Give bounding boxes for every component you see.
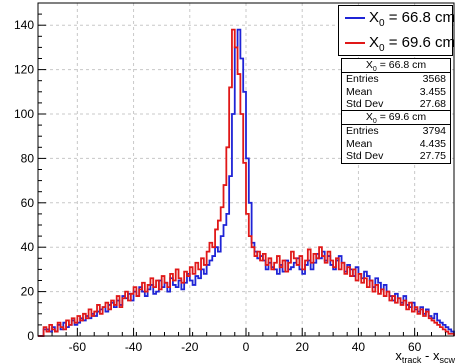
stats-row-mean: Mean 3.455: [346, 85, 446, 98]
x-tick-label: 0: [243, 340, 250, 354]
legend: X0 = 66.8 cm X0 = 69.6 cm: [338, 5, 456, 56]
legend-swatch-red: [345, 42, 365, 44]
x-tick-label: -20: [181, 340, 199, 354]
stats-box-66-8: X0 = 66.8 cm Entries 3568 Mean 3.455 Std D…: [341, 58, 451, 112]
y-tick-label: 140: [14, 18, 34, 32]
legend-label-66-8: X0 = 66.8 cm: [369, 9, 456, 29]
axis-ticks: [37, 2, 447, 337]
x-tick-label: 60: [408, 340, 422, 354]
y-tick-label: 20: [21, 285, 35, 299]
y-tick-label: 60: [21, 196, 35, 210]
legend-swatch-blue: [345, 17, 365, 19]
y-tick-label: 0: [27, 329, 34, 343]
y-tick-label: 80: [21, 151, 35, 165]
series-layer: [38, 28, 455, 337]
stats-title: X0 = 66.8 cm: [342, 59, 450, 73]
legend-entry-69-6: X0 = 69.6 cm: [339, 31, 456, 56]
x-axis-title: xtrack - xscw: [395, 348, 455, 364]
stats-title: X0 = 69.6 cm: [342, 111, 450, 125]
y-tick-label: 40: [21, 240, 35, 254]
x-tick-label: -40: [125, 340, 143, 354]
legend-label-69-6: X0 = 69.6 cm: [369, 34, 456, 54]
stats-row-stddev: Std Dev 27.68: [346, 98, 446, 110]
x-tick-label: 20: [296, 340, 310, 354]
stats-row-entries: Entries 3794: [346, 125, 446, 137]
x-tick-label: -60: [69, 340, 87, 354]
tick-labels: -60 -40 -20 0 20 40 60 0 20 40 60 80 100 120 140: [14, 18, 422, 354]
x-tick-label: 40: [352, 340, 366, 354]
stats-row-entries: Entries 3568: [346, 73, 446, 85]
stats-row-stddev: Std Dev 27.75: [346, 150, 446, 162]
histogram-series-1: [38, 28, 455, 337]
stats-row-mean: Mean 4.435: [346, 137, 446, 150]
y-tick-label: 100: [14, 107, 34, 121]
y-tick-label: 120: [14, 63, 34, 77]
stats-box-69-6: X0 = 69.6 cm Entries 3794 Mean 4.435 Std D…: [341, 110, 451, 164]
legend-entry-66-8: X0 = 66.8 cm: [339, 6, 456, 31]
